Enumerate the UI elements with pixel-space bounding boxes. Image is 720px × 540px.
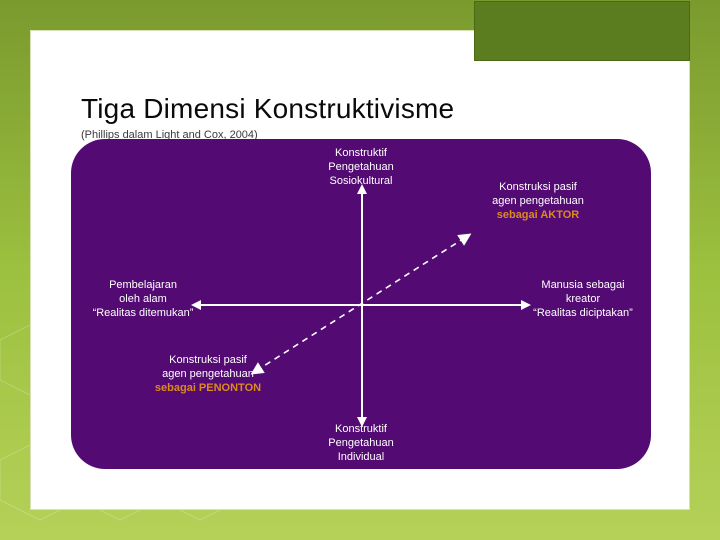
slide-title: Tiga Dimensi Konstruktivisme — [81, 93, 659, 125]
arrowhead-down-icon — [357, 417, 367, 427]
axis-label-bottom: KonstruktifPengetahuanIndividual — [296, 423, 426, 464]
arrowhead-right-icon — [521, 300, 531, 310]
axis-label-left: Pembelajaranoleh alam“Realitas ditemukan… — [79, 279, 207, 320]
axis-label-top: KonstruktifPengetahuanSosiokultural — [296, 147, 426, 188]
arrowhead-left-icon — [191, 300, 201, 310]
diag-label-sw: Konstruksi pasifagen pengetahuansebagai … — [133, 354, 283, 395]
constructivism-diagram: KonstruktifPengetahuanSosiokultural Kons… — [71, 139, 651, 469]
diag-label-ne: Konstruksi pasifagen pengetahuansebagai … — [463, 181, 613, 222]
diagram-container: KonstruktifPengetahuanSosiokultural Kons… — [71, 139, 651, 469]
axis-label-right: Manusia sebagaikreator“Realitas diciptak… — [519, 279, 647, 320]
title-accent-block — [474, 1, 690, 61]
slide-content-frame: Tiga Dimensi Konstruktivisme (Phillips d… — [30, 30, 690, 510]
axis-vertical — [361, 194, 363, 417]
arrowhead-up-icon — [357, 184, 367, 194]
